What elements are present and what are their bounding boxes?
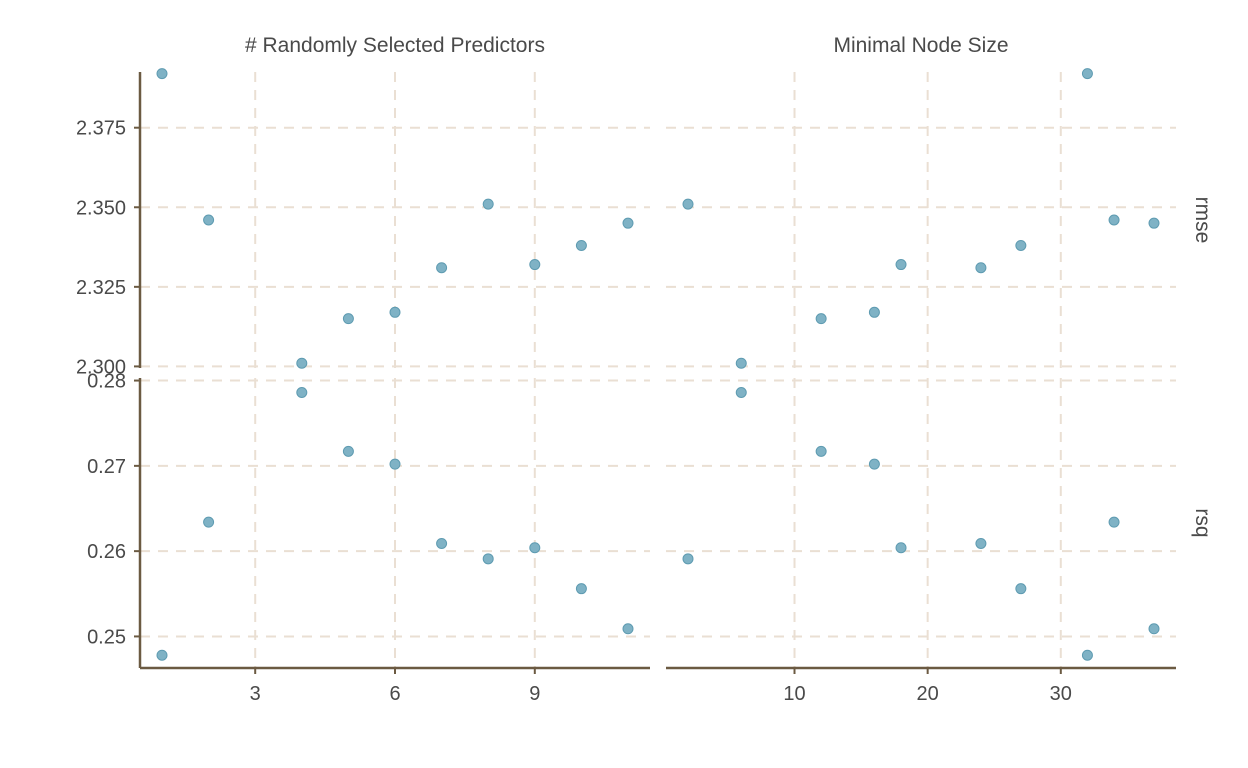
grid-layer xyxy=(140,72,1176,668)
data-point xyxy=(622,217,634,229)
data-point xyxy=(815,445,827,457)
data-point xyxy=(735,357,747,369)
y-tick-label: 0.26 xyxy=(87,541,126,563)
y-tick-label: 0.28 xyxy=(87,371,126,393)
points-layer xyxy=(156,68,1160,661)
data-point xyxy=(156,649,168,661)
data-point xyxy=(1015,239,1027,251)
x-tick-label: 30 xyxy=(1050,683,1072,705)
data-point xyxy=(1108,214,1120,226)
y-tick-label: 2.300 xyxy=(76,356,126,378)
data-point xyxy=(296,357,308,369)
data-point xyxy=(622,623,634,635)
data-point xyxy=(1108,516,1120,528)
x-tick-label: 20 xyxy=(917,683,939,705)
y-tick-label: 2.350 xyxy=(76,197,126,219)
data-point xyxy=(895,259,907,271)
facet-row-label: rmse xyxy=(1191,197,1214,244)
data-point xyxy=(868,458,880,470)
x-tick-label: 10 xyxy=(783,683,805,705)
label-layer: 2.300 2.325 2.350 2.375 0.25 0.26 0.27 0.28 3 6 9 1… xyxy=(76,34,1214,705)
data-point xyxy=(436,537,448,549)
x-tick-label: 9 xyxy=(529,683,540,705)
y-tick-label: 0.25 xyxy=(87,626,126,648)
data-point xyxy=(296,387,308,398)
facet-column-label: Minimal Node Size xyxy=(833,34,1008,57)
facet-column-label: # Randomly Selected Predictors xyxy=(245,34,545,57)
data-point xyxy=(529,542,541,554)
data-point xyxy=(735,387,747,398)
data-point xyxy=(575,583,587,595)
data-point xyxy=(389,458,401,470)
data-point xyxy=(342,445,354,457)
data-point xyxy=(482,553,494,565)
data-point xyxy=(975,262,987,274)
data-point xyxy=(895,542,907,554)
data-point xyxy=(203,214,215,226)
axis-layer xyxy=(134,72,1176,674)
data-point xyxy=(682,553,694,565)
y-tick-label: 2.325 xyxy=(76,277,126,299)
data-point xyxy=(575,239,587,251)
data-point xyxy=(482,198,494,210)
data-point xyxy=(1148,623,1160,635)
data-point xyxy=(1015,583,1027,595)
y-tick-label: 2.375 xyxy=(76,118,126,140)
x-tick-label: 3 xyxy=(250,683,261,705)
y-tick-label: 0.27 xyxy=(87,456,126,478)
data-point xyxy=(203,516,215,528)
data-point xyxy=(975,537,987,549)
data-point xyxy=(815,313,827,325)
data-point xyxy=(868,306,880,318)
data-point xyxy=(529,259,541,271)
data-point xyxy=(342,313,354,325)
data-point xyxy=(436,262,448,274)
data-point xyxy=(1148,217,1160,229)
data-point xyxy=(1081,649,1093,661)
data-point xyxy=(1081,68,1093,80)
facet-row-label: rsq xyxy=(1191,508,1214,537)
data-point xyxy=(682,198,694,210)
data-point xyxy=(389,306,401,318)
x-tick-label: 6 xyxy=(389,683,400,705)
data-point xyxy=(156,68,168,80)
